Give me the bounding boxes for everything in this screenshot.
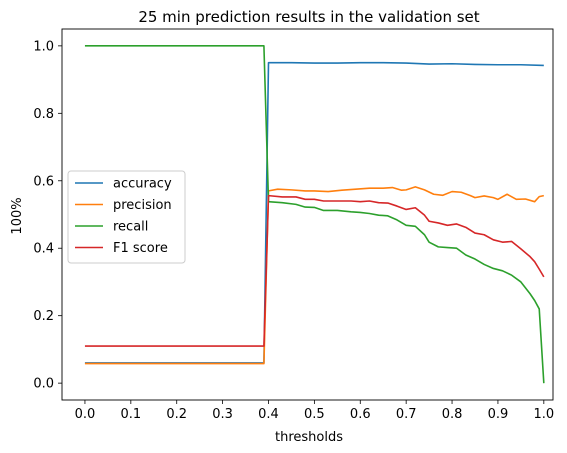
x-tick-label: 1.0 [533,407,554,422]
y-tick-label: 0.0 [33,377,54,392]
series-line-recall [84,45,545,384]
y-tick-label: 0.8 [33,107,54,122]
legend-box [67,170,186,264]
chart-title: 25 min prediction results in the validat… [138,8,479,26]
ticks-layer: 0.0 0.1 0.2 0.3 0.4 0.5 0.6 0.7 0.8 0.9 1.0 0.0 0.2 0… [33,39,554,422]
series-line-precision [84,186,544,365]
x-tick-label: 0.1 [120,407,141,422]
legend: accuracy precision recall F1 score [67,170,186,264]
x-tick-label: 0.0 [75,407,96,422]
y-tick-label: 1.0 [33,39,54,54]
series-line-accuracy [84,61,544,364]
x-tick-label: 0.5 [304,407,325,422]
series-layer [84,45,545,384]
x-tick-label: 0.6 [350,407,371,422]
x-axis-label: thresholds [275,430,343,445]
y-tick-label: 0.2 [33,309,54,324]
y-tick-label: 0.4 [33,242,54,257]
series-line-f1-score [84,194,545,347]
legend-label-recall: recall [113,220,148,235]
x-tick-label: 0.9 [488,407,509,422]
x-tick-label: 0.4 [258,407,279,422]
y-axis-label: 100% [10,197,25,234]
legend-label-f1-score: F1 score [113,241,168,256]
plot-frame [61,28,554,401]
y-tick-label: 0.6 [33,174,54,189]
x-tick-label: 0.2 [166,407,187,422]
x-tick-label: 0.8 [442,407,463,422]
legend-label-accuracy: accuracy [113,177,172,192]
x-tick-label: 0.3 [212,407,233,422]
x-tick-label: 0.7 [396,407,417,422]
legend-label-precision: precision [113,198,172,213]
